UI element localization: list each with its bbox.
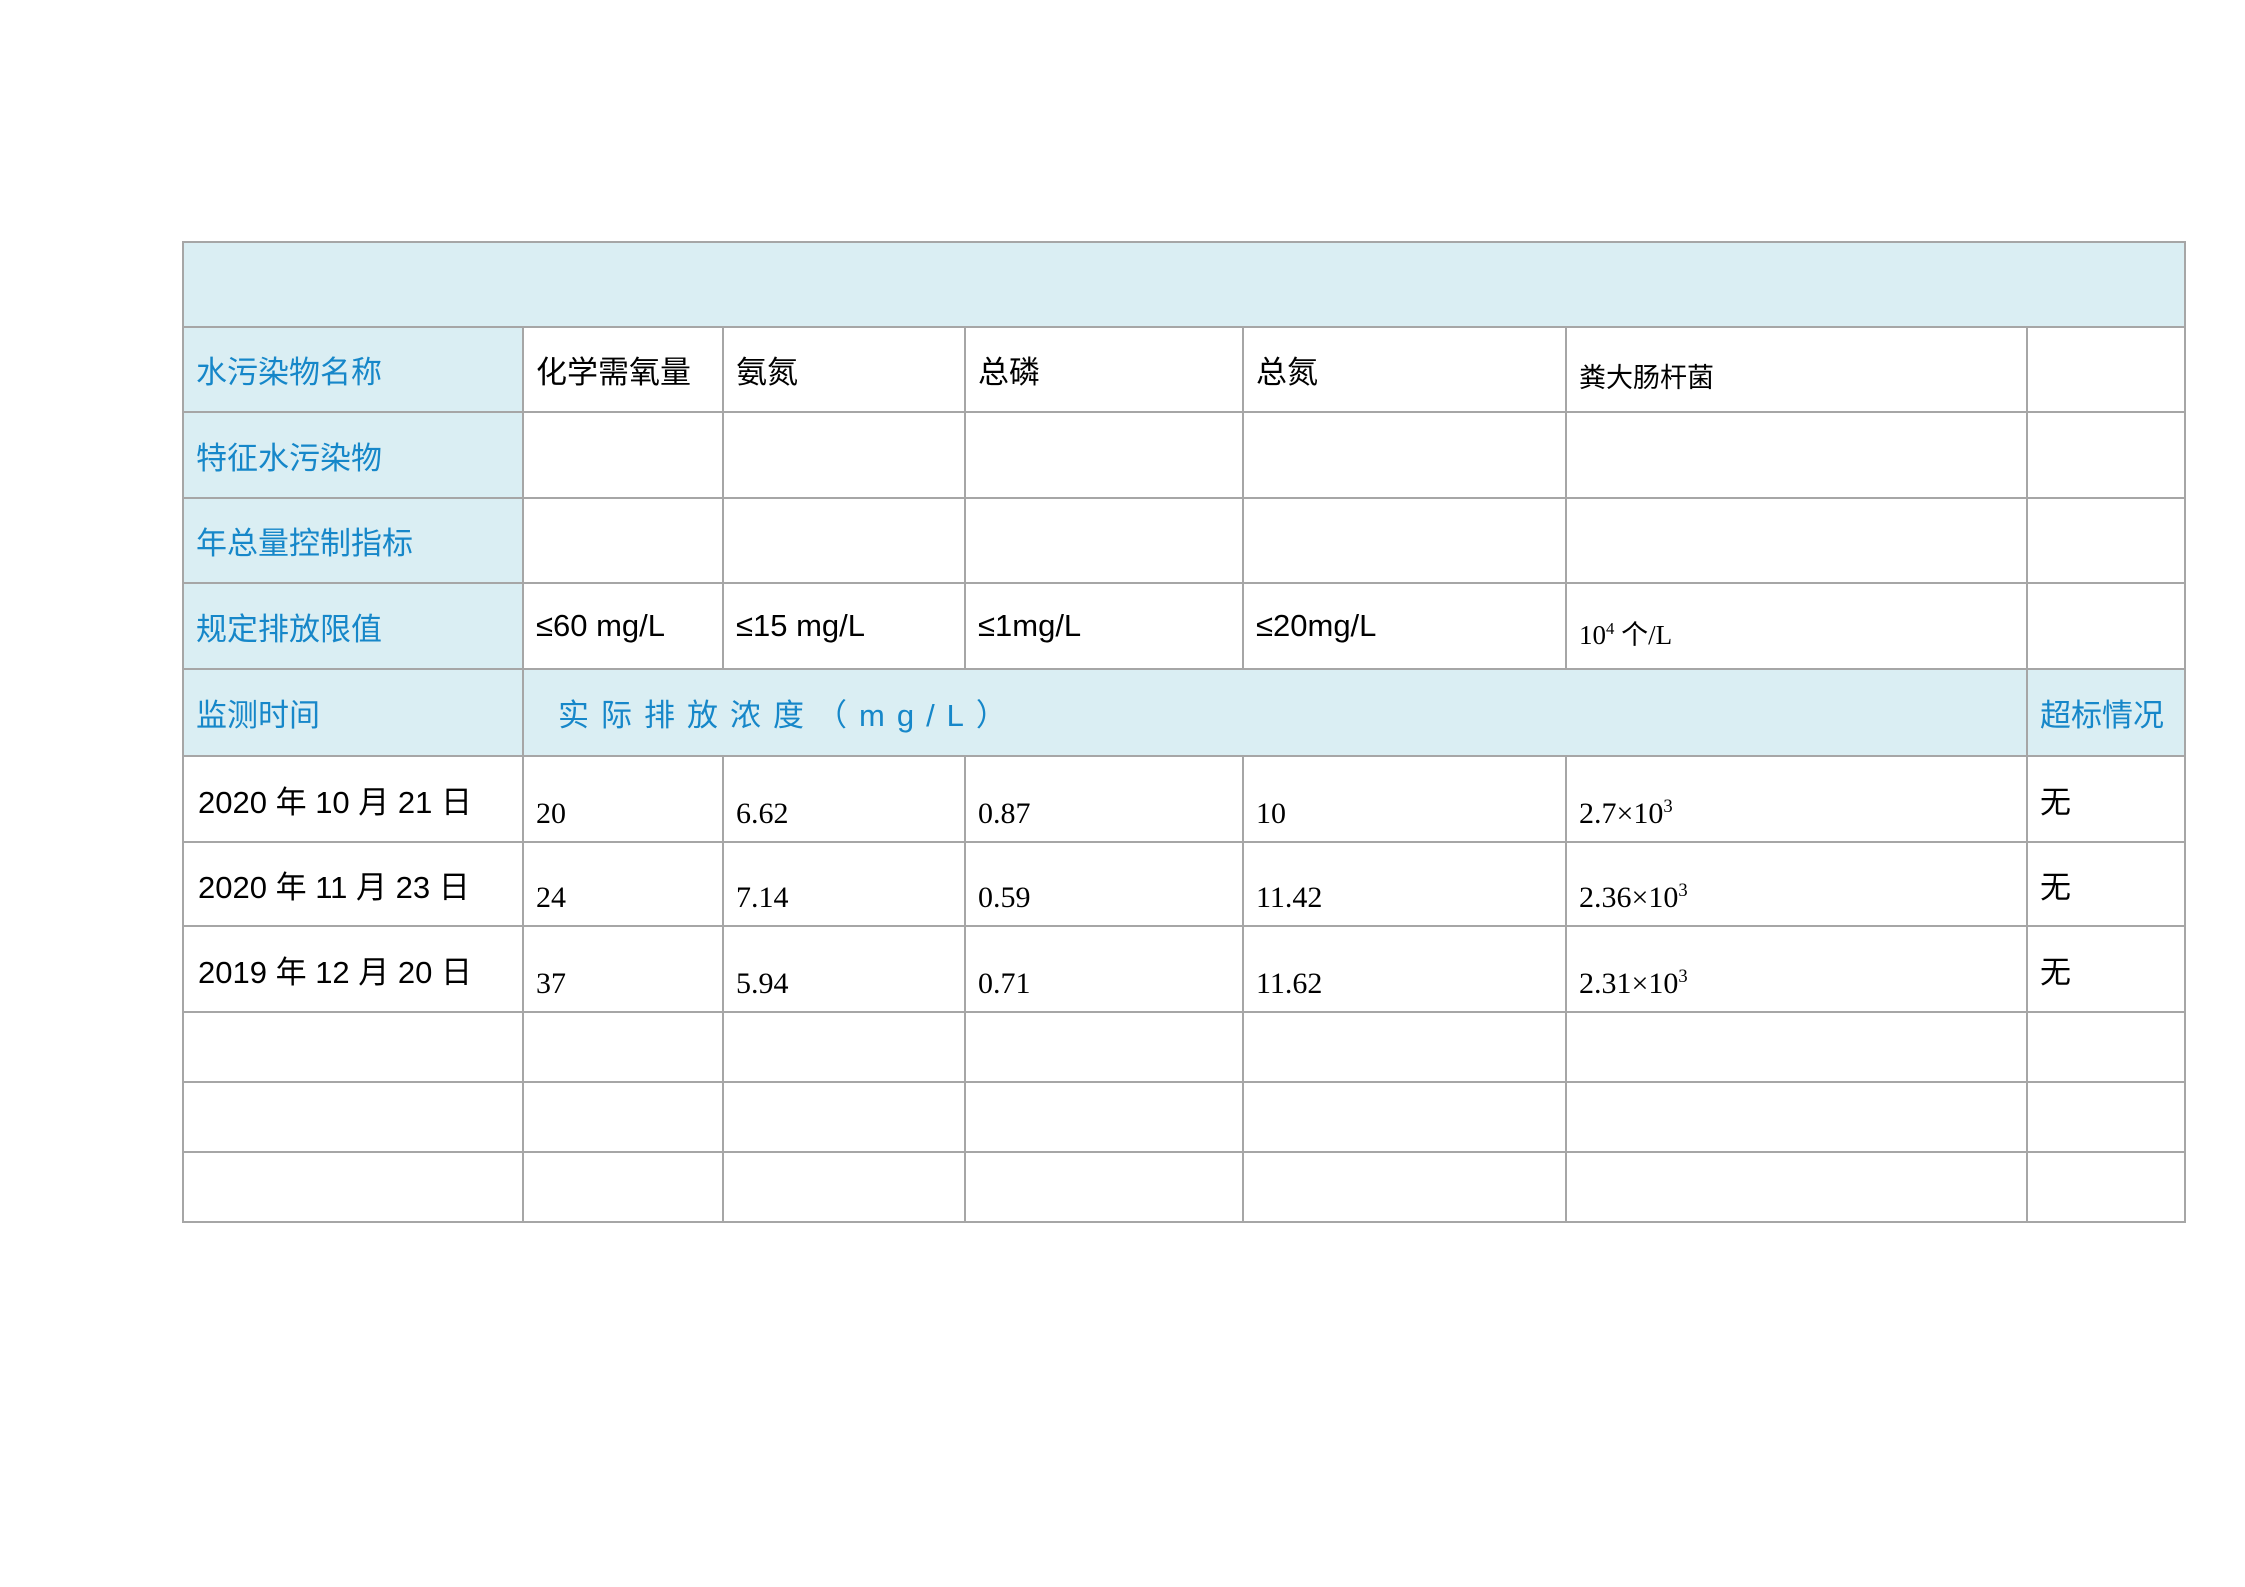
row-label-characteristic-pollutant: 特征水污染物 bbox=[182, 411, 524, 499]
value-ammonia-nitrogen: 7.14 bbox=[722, 841, 966, 927]
row-label-monitoring-time: 监测时间 bbox=[182, 668, 524, 757]
header-band-cell bbox=[181, 241, 2187, 328]
monitoring-data-row: 2019 年 12 月 20 日 37 5.94 0.71 11.62 2.31… bbox=[182, 925, 2187, 1013]
empty-cell bbox=[182, 1151, 524, 1223]
empty-cell bbox=[964, 497, 1244, 584]
limit-total-phosphorus: ≤1mg/L bbox=[964, 582, 1244, 670]
monitoring-data-row: 2020 年 10 月 21 日 20 6.62 0.87 10 2.7×103… bbox=[182, 755, 2187, 843]
empty-cell bbox=[2025, 326, 2187, 413]
pollutant-name-row: 水污染物名称 化学需氧量 氨氮 总磷 总氮 粪大肠杆菌 bbox=[182, 326, 2187, 413]
col-header-fecal-coliform: 粪大肠杆菌 bbox=[1565, 326, 2028, 413]
header-band-row bbox=[181, 241, 2187, 328]
empty-cell bbox=[964, 1151, 1244, 1223]
exponent: 3 bbox=[1663, 796, 1673, 817]
empty-cell bbox=[2025, 582, 2187, 670]
value-total-nitrogen: 10 bbox=[1242, 755, 1567, 843]
empty-cell bbox=[1242, 1011, 1567, 1083]
value-fecal-coliform: 2.36×103 bbox=[1565, 841, 2028, 927]
empty-cell bbox=[1565, 1151, 2028, 1223]
monitoring-date: 2020 年 11 月 23 日 bbox=[182, 841, 524, 927]
value-ammonia-nitrogen: 5.94 bbox=[722, 925, 966, 1013]
value-total-nitrogen: 11.62 bbox=[1242, 925, 1567, 1013]
limit-fecal-coliform: 104 个/L bbox=[1565, 582, 2028, 670]
empty-cell bbox=[1565, 1011, 2028, 1083]
empty-cell bbox=[522, 411, 724, 499]
monitoring-data-row: 2020 年 11 月 23 日 24 7.14 0.59 11.42 2.36… bbox=[182, 841, 2187, 927]
row-label-pollutant-name: 水污染物名称 bbox=[182, 326, 524, 413]
empty-cell bbox=[722, 1151, 966, 1223]
exponent: 4 bbox=[1606, 619, 1615, 638]
empty-cell bbox=[2025, 1151, 2187, 1223]
row-label-annual-total-control: 年总量控制指标 bbox=[182, 497, 524, 584]
empty-cell bbox=[722, 1011, 966, 1083]
col-header-ammonia-nitrogen: 氨氮 bbox=[722, 326, 966, 413]
actual-concentration-header: 实际排放浓度（mg/L） bbox=[522, 668, 2028, 757]
value-total-phosphorus: 0.59 bbox=[964, 841, 1244, 927]
row-label-discharge-limit: 规定排放限值 bbox=[182, 582, 524, 670]
exceedance-status: 无 bbox=[2025, 841, 2187, 927]
limit-ammonia-nitrogen: ≤15 mg/L bbox=[722, 582, 966, 670]
empty-cell bbox=[1565, 411, 2028, 499]
empty-cell bbox=[2025, 497, 2187, 584]
monitoring-date: 2020 年 10 月 21 日 bbox=[182, 755, 524, 843]
empty-cell bbox=[522, 1011, 724, 1083]
discharge-limit-row: 规定排放限值 ≤60 mg/L ≤15 mg/L ≤1mg/L ≤20mg/L … bbox=[182, 582, 2187, 670]
empty-cell bbox=[522, 497, 724, 584]
col-header-cod: 化学需氧量 bbox=[522, 326, 724, 413]
empty-cell bbox=[722, 497, 966, 584]
empty-row bbox=[182, 1011, 2187, 1083]
empty-cell bbox=[182, 1011, 524, 1083]
empty-cell bbox=[2025, 411, 2187, 499]
col-header-total-phosphorus: 总磷 bbox=[964, 326, 1244, 413]
empty-cell bbox=[1565, 1081, 2028, 1153]
exponent: 3 bbox=[1678, 880, 1688, 901]
exceedance-status-header: 超标情况 bbox=[2025, 668, 2187, 757]
exceedance-status: 无 bbox=[2025, 925, 2187, 1013]
monitoring-header-row: 监测时间 实际排放浓度（mg/L） 超标情况 bbox=[182, 668, 2187, 757]
characteristic-pollutant-row: 特征水污染物 bbox=[182, 411, 2187, 499]
empty-cell bbox=[964, 411, 1244, 499]
exponent: 3 bbox=[1678, 966, 1688, 987]
empty-cell bbox=[722, 1081, 966, 1153]
value-total-phosphorus: 0.71 bbox=[964, 925, 1244, 1013]
value-fecal-coliform: 2.7×103 bbox=[1565, 755, 2028, 843]
value-cod: 37 bbox=[522, 925, 724, 1013]
value-total-phosphorus: 0.87 bbox=[964, 755, 1244, 843]
limit-total-nitrogen: ≤20mg/L bbox=[1242, 582, 1567, 670]
empty-cell bbox=[1242, 411, 1567, 499]
value-total-nitrogen: 11.42 bbox=[1242, 841, 1567, 927]
value-cod: 20 bbox=[522, 755, 724, 843]
empty-row bbox=[182, 1081, 2187, 1153]
empty-cell bbox=[522, 1081, 724, 1153]
empty-cell bbox=[1242, 497, 1567, 584]
value-cod: 24 bbox=[522, 841, 724, 927]
empty-cell bbox=[964, 1081, 1244, 1153]
annual-total-control-row: 年总量控制指标 bbox=[182, 497, 2187, 584]
empty-cell bbox=[522, 1151, 724, 1223]
empty-cell bbox=[2025, 1011, 2187, 1083]
value-ammonia-nitrogen: 6.62 bbox=[722, 755, 966, 843]
empty-cell bbox=[1565, 497, 2028, 584]
value-fecal-coliform: 2.31×103 bbox=[1565, 925, 2028, 1013]
limit-cod: ≤60 mg/L bbox=[522, 582, 724, 670]
empty-cell bbox=[2025, 1081, 2187, 1153]
water-pollutant-monitoring-table: 水污染物名称 化学需氧量 氨氮 总磷 总氮 粪大肠杆菌 特征水污染物 年总量控制… bbox=[181, 241, 2187, 1223]
empty-cell bbox=[964, 1011, 1244, 1083]
col-header-total-nitrogen: 总氮 bbox=[1242, 326, 1567, 413]
empty-cell bbox=[1242, 1151, 1567, 1223]
empty-cell bbox=[182, 1081, 524, 1153]
empty-cell bbox=[1242, 1081, 1567, 1153]
empty-cell bbox=[722, 411, 966, 499]
empty-row bbox=[182, 1151, 2187, 1223]
monitoring-date: 2019 年 12 月 20 日 bbox=[182, 925, 524, 1013]
exceedance-status: 无 bbox=[2025, 755, 2187, 843]
